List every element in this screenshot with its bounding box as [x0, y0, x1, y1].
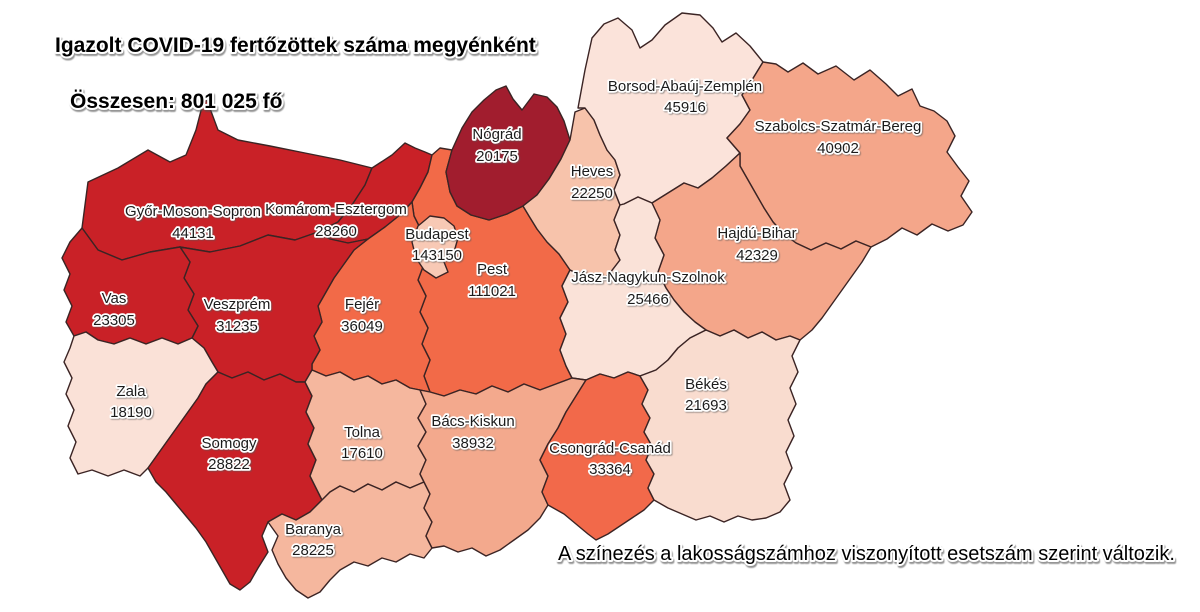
county-name-label: Komárom-Esztergom: [265, 201, 407, 218]
county-cases-label: 22250: [571, 185, 613, 202]
county-cases-label: 21693: [685, 397, 727, 414]
county-cases-label: 40902: [817, 140, 859, 157]
county-cases-label: 42329: [736, 247, 778, 264]
county-cases-label: 28822: [208, 456, 250, 473]
county-name-label: Békés: [685, 376, 727, 393]
county-name-label: Borsod-Abaúj-Zemplén: [608, 78, 762, 95]
county-name-label: Veszprém: [204, 296, 271, 313]
county-name-label: Bács-Kiskun: [431, 413, 514, 430]
county-cases-label: 23305: [93, 312, 135, 329]
county-labels: Győr-Moson-Sopron 44131 Komárom-Esztergo…: [91, 76, 923, 561]
county-name-label: Baranya: [285, 521, 342, 538]
county-name-label: Jász-Nagykun-Szolnok: [571, 269, 725, 286]
county-cases-label: 44131: [172, 225, 214, 242]
county-nograd: [445, 85, 571, 221]
county-cases-label: 143150: [412, 247, 462, 264]
county-cases-label: 17610: [341, 445, 383, 462]
total-count-label: Összesen: 801 025 fő: [70, 90, 282, 113]
county-name-label: Tolna: [344, 424, 381, 441]
county-bekes: [639, 329, 801, 523]
county-name-label: Somogy: [201, 435, 257, 452]
county-cases-label: 45916: [664, 99, 706, 116]
county-name-label: Zala: [116, 383, 146, 400]
county-cases-label: 33364: [589, 461, 631, 478]
county-name-label: Pest: [477, 261, 508, 278]
county-cases-label: 36049: [341, 318, 383, 335]
county-shapes: [61, 12, 973, 599]
county-name-label: Nógrád: [472, 126, 521, 143]
county-cases-label: 38932: [452, 435, 494, 452]
county-name-label: Heves: [571, 163, 614, 180]
county-name-label: Szabolcs-Szatmár-Bereg: [755, 118, 922, 135]
county-cases-label: 28225: [292, 542, 334, 559]
color-scale-footnote: A színezés a lakosságszámhoz viszonyítot…: [558, 543, 1175, 565]
county-bacs-kiskun: [417, 377, 587, 557]
page-title: Igazolt COVID-19 fertőzöttek száma megyé…: [55, 34, 536, 57]
county-name-label: Győr-Moson-Sopron: [125, 203, 261, 220]
county-cases-label: 18190: [110, 404, 152, 421]
county-baranya: [267, 481, 433, 599]
county-name-label: Fejér: [345, 296, 379, 313]
county-name-label: Hajdú-Bihar: [717, 225, 796, 242]
county-name-label: Budapest: [405, 226, 469, 243]
county-cases-label: 111021: [468, 283, 516, 300]
county-name-label: Vas: [102, 290, 127, 307]
county-cases-label: 31235: [216, 318, 258, 335]
county-cases-label: 25466: [627, 291, 669, 308]
county-budapest: [411, 215, 459, 279]
county-cases-label: 28260: [315, 223, 357, 240]
county-cases-label: 20175: [476, 148, 518, 165]
county-name-label: Csongrád-Csanád: [549, 440, 671, 457]
